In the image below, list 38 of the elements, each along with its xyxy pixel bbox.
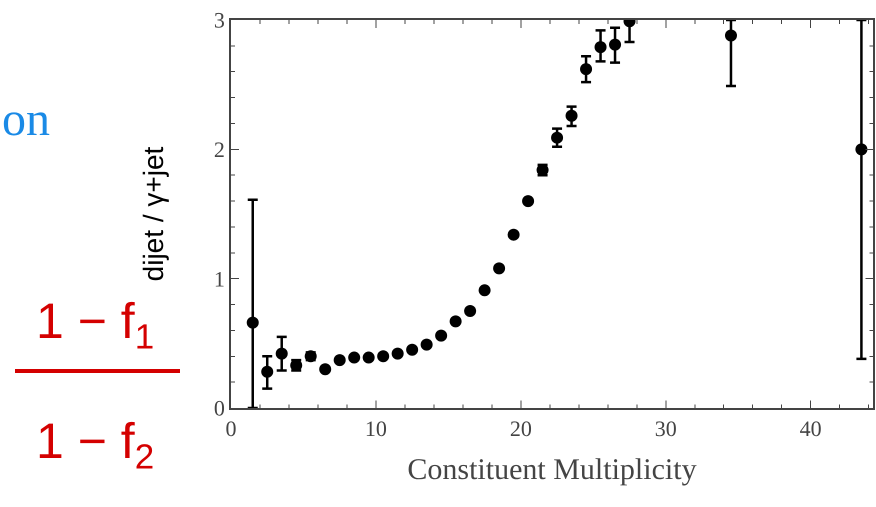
x-axis-title: Constituent Multiplicity (407, 453, 697, 486)
y-tick-label: 3 (214, 8, 225, 33)
y-tick-label: 2 (214, 137, 225, 162)
point (334, 354, 346, 366)
point (420, 338, 433, 351)
point (478, 284, 491, 296)
point (594, 41, 607, 54)
point (609, 38, 622, 51)
point (348, 352, 360, 364)
x-tick-label: 10 (364, 416, 387, 442)
point (522, 195, 534, 208)
point (724, 30, 737, 42)
y-axis-title: dijet / γ+jet (138, 146, 170, 282)
point (377, 350, 390, 362)
y-tick-label: 1 (214, 266, 225, 292)
point (855, 143, 868, 156)
point (319, 363, 332, 376)
x-tick-label: 40 (800, 416, 822, 442)
point (261, 366, 274, 378)
point (392, 348, 404, 360)
point (580, 63, 592, 76)
text: 1 − f$_{1}$ (36, 293, 154, 356)
y-tick-label: 0 (214, 396, 225, 421)
text: 1 − f$_{2}$ (36, 413, 154, 476)
point (362, 352, 375, 364)
point (406, 344, 418, 356)
point (566, 110, 578, 122)
point (450, 315, 462, 328)
point (246, 316, 259, 329)
x-tick-label: 20 (510, 416, 532, 442)
point (551, 132, 564, 144)
point (508, 228, 520, 241)
point (435, 330, 448, 342)
point (493, 262, 506, 274)
text: on (2, 93, 50, 146)
point (276, 348, 288, 360)
x-tick-label: 30 (654, 416, 677, 442)
point (464, 305, 476, 317)
